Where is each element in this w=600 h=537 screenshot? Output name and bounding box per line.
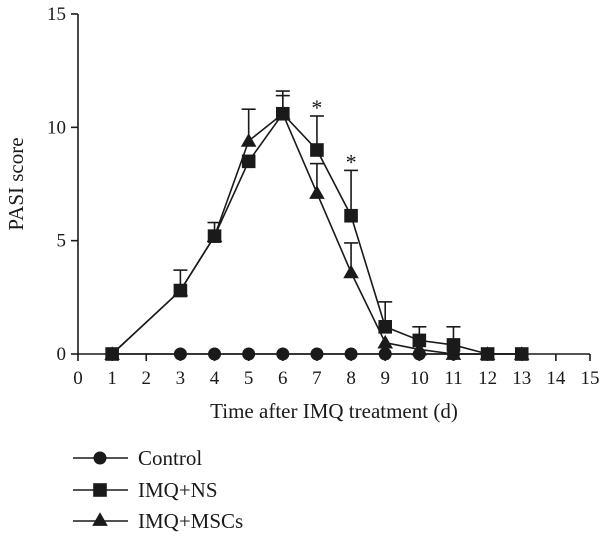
legend-label: IMQ+MSCs — [138, 509, 243, 533]
x-tick-label: 14 — [546, 368, 566, 389]
x-tick-label: 7 — [312, 368, 322, 389]
y-tick-label: 5 — [57, 231, 67, 252]
legend: Control IMQ+NS IMQ+MSCs — [73, 446, 243, 533]
x-tick-label: 10 — [410, 368, 429, 389]
legend-label: Control — [138, 446, 202, 470]
legend-marker — [93, 451, 107, 465]
significance-asterisk: * — [346, 149, 357, 174]
legend-item-imq-mscs: IMQ+MSCs — [73, 509, 243, 533]
legend-marker — [93, 483, 107, 497]
data-point — [343, 264, 359, 279]
data-point — [104, 346, 120, 360]
x-tick-label: 4 — [210, 368, 220, 389]
x-tick-label: 0 — [73, 368, 83, 389]
legend-marker — [92, 512, 108, 526]
data-point — [172, 282, 189, 297]
data-point — [310, 143, 324, 157]
data-point — [445, 346, 462, 360]
significance-asterisk: * — [311, 95, 322, 120]
data-point — [241, 154, 256, 169]
data-point — [378, 320, 392, 334]
x-tick-label: 5 — [244, 368, 254, 389]
data-point — [309, 185, 325, 199]
series-imq-ns — [105, 90, 529, 361]
x-tick-label: 3 — [176, 368, 186, 389]
data-point — [344, 208, 358, 223]
x-tick-label: 11 — [444, 368, 462, 389]
data-point — [479, 346, 496, 360]
legend-item-imq-ns: IMQ+NS — [73, 478, 218, 502]
x-tick-label: 8 — [346, 368, 356, 389]
data-point — [513, 346, 530, 360]
data-point — [377, 334, 393, 349]
data-point — [275, 105, 291, 120]
y-tick-label: 10 — [47, 117, 66, 138]
x-tick-label: 1 — [107, 368, 117, 389]
legend-label: IMQ+NS — [138, 478, 218, 502]
legend-item-control: Control — [73, 446, 202, 470]
data-point — [411, 341, 428, 356]
data-point — [412, 333, 427, 348]
y-axis-title: PASI score — [4, 137, 28, 230]
y-tick-label: 0 — [57, 344, 67, 365]
x-tick-label: 13 — [512, 368, 531, 389]
x-tick-label: 6 — [278, 368, 288, 389]
x-tick-label: 2 — [142, 368, 152, 389]
x-tick-label: 15 — [581, 368, 600, 389]
x-tick-label: 12 — [478, 368, 497, 389]
data-point — [240, 133, 257, 147]
data-point — [446, 338, 461, 352]
x-tick-label: 9 — [380, 368, 390, 389]
plot-area: ** — [104, 90, 530, 361]
data-point — [206, 228, 223, 242]
x-axis-title: Time after IMQ treatment (d) — [210, 399, 458, 423]
y-tick-label: 15 — [47, 4, 66, 25]
